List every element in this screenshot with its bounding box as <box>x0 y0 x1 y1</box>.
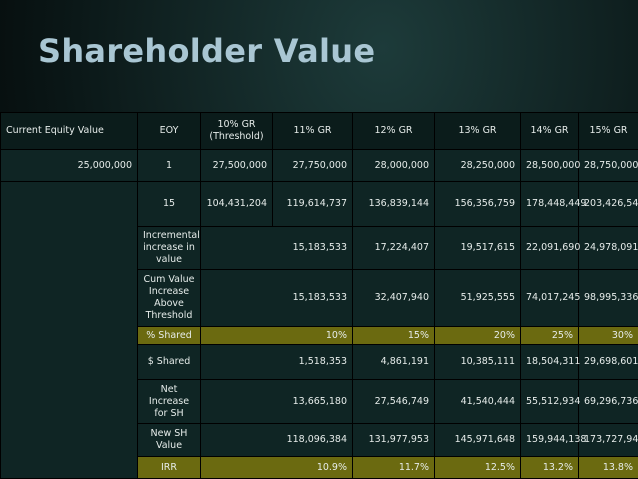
table-cell: 131,977,953 <box>352 423 435 457</box>
table-row: IRR 10.9% 11.7% 12.5% 13.2% 13.8% <box>1 456 638 479</box>
table-row: 15 104,431,204 119,614,737 136,839,144 156,3… <box>0 181 638 479</box>
table-cell: Incremental increase in value <box>137 226 201 270</box>
table-cell: 119,614,737 <box>272 181 353 227</box>
table-row: New SH Value 118,096,384 131,977,953 145,97… <box>1 423 638 457</box>
table-cell: New SH Value <box>137 423 201 457</box>
table-cell: 10,385,111 <box>434 344 521 380</box>
header-cell: 10% GR (Threshold) <box>200 112 273 150</box>
table-cell: 118,096,384 <box>200 423 353 457</box>
table-cell: $ Shared <box>137 344 201 380</box>
table-cell: 28,750,000 <box>578 149 638 182</box>
table-cell: Cum Value Increase Above Threshold <box>137 269 201 327</box>
table-cell: 55,512,934 <box>520 379 580 424</box>
table-cell: 27,750,000 <box>272 149 353 182</box>
table-cell: 32,407,940 <box>352 269 435 327</box>
table-cell: 136,839,144 <box>352 181 435 227</box>
slide-title: Shareholder Value <box>38 32 376 70</box>
table-cell: 18,504,311 <box>520 344 580 380</box>
table-cell: 51,925,555 <box>434 269 521 327</box>
table-cell: 13,665,180 <box>200 379 353 424</box>
table-cell: 19,517,615 <box>434 226 521 270</box>
table-cell: 28,500,000 <box>520 149 580 182</box>
table-cell: % Shared <box>137 326 201 345</box>
table-row: 25,000,000 1 27,500,000 27,750,000 28,000,00… <box>0 149 638 182</box>
table-cell: 15,183,533 <box>200 226 353 270</box>
merged-cell <box>0 181 138 479</box>
table-cell: 4,861,191 <box>352 344 435 380</box>
table-cell: 74,017,245 <box>520 269 580 327</box>
table-row: Net Increase for SH 13,665,180 27,546,749 4… <box>1 379 638 424</box>
header-cell: EOY <box>137 112 201 150</box>
table-cell: 98,995,336 <box>578 269 638 327</box>
table-cell: 13.8% <box>578 456 638 479</box>
header-row: Current Equity Value EOY 10% GR (Threshold… <box>0 112 638 150</box>
table-cell: 145,971,648 <box>434 423 521 457</box>
table-cell: IRR <box>137 456 201 479</box>
table-cell: 15% <box>352 326 435 345</box>
table-cell: Net Increase for SH <box>137 379 201 424</box>
table-cell: 28,000,000 <box>352 149 435 182</box>
table-cell: 1 <box>137 149 201 182</box>
table-cell: 203,426,541 <box>578 181 638 227</box>
table-row: % Shared 10% 15% 20% 25% 30% <box>1 326 638 345</box>
header-cell: 11% GR <box>272 112 353 150</box>
table-cell: 20% <box>434 326 521 345</box>
table-cell: 104,431,204 <box>200 181 273 227</box>
header-cell: 13% GR <box>434 112 521 150</box>
table-cell: 12.5% <box>434 456 521 479</box>
table-cell: 30% <box>578 326 638 345</box>
header-cell: 12% GR <box>352 112 435 150</box>
table-cell: 22,091,690 <box>520 226 580 270</box>
table-cell: 10.9% <box>200 456 353 479</box>
table-cell: 178,448,449 <box>520 181 586 227</box>
table-cell: 25,000,000 <box>0 149 138 182</box>
table-cell: 24,978,091 <box>578 226 638 270</box>
table-cell: 13.2% <box>520 456 579 479</box>
table-cell: 10% <box>200 326 353 345</box>
table-cell: 15 <box>137 181 201 227</box>
table-cell: 28,250,000 <box>434 149 521 182</box>
table-cell: 159,944,138 <box>520 423 586 457</box>
table-cell: 27,546,749 <box>352 379 435 424</box>
table-cell: 11.7% <box>352 456 435 479</box>
header-cell: 14% GR <box>520 112 579 150</box>
table-cell: 27,500,000 <box>200 149 273 182</box>
table-cell: 25% <box>520 326 579 345</box>
table-cell: 41,540,444 <box>434 379 521 424</box>
table-cell: 15,183,533 <box>200 269 353 327</box>
table-cell: 156,356,759 <box>434 181 521 227</box>
table-cell: 29,698,601 <box>578 344 638 380</box>
table-row: $ Shared 1,518,353 4,861,191 10,385,111 18,5… <box>1 344 638 380</box>
table-cell: 69,296,736 <box>578 379 638 424</box>
data-table: Current Equity Value EOY 10% GR (Threshold… <box>0 112 638 479</box>
table-cell: 17,224,407 <box>352 226 435 270</box>
table-cell: 1,518,353 <box>200 344 353 380</box>
header-cell: 15% GR <box>578 112 638 150</box>
table-row: Incremental increase in value 15,183,533 1… <box>1 226 638 270</box>
header-cell: Current Equity Value <box>0 112 138 150</box>
table-cell: 173,727,940 <box>578 423 638 457</box>
